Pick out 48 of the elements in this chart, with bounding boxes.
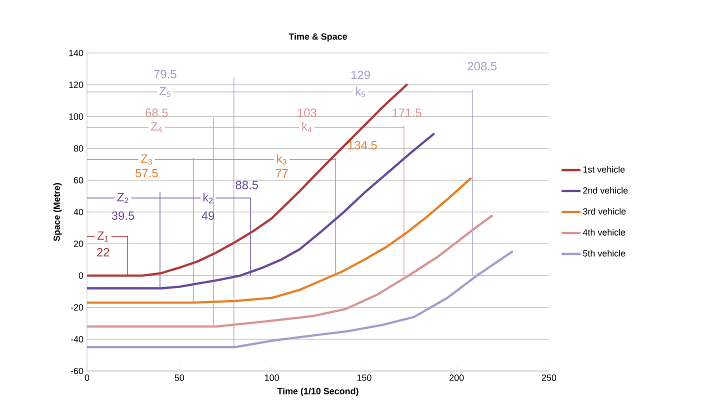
x-tick-label: 0: [84, 374, 90, 381]
legend-label: 1st vehicle: [583, 166, 625, 173]
ref-line-label: 39.5: [112, 211, 134, 220]
annotation: k$_{5}$: [356, 86, 366, 98]
y-tick-label: -20: [70, 304, 84, 311]
x-tick-label: 250: [542, 374, 556, 381]
y-tick-label: 80: [74, 145, 84, 152]
ref-line-label: 22: [97, 248, 110, 256]
annotation: k$_{2}$: [203, 192, 213, 204]
y-tick-label: 100: [69, 113, 84, 120]
x-tick-label: 150: [357, 374, 372, 381]
ref-line-label: 171.5: [392, 108, 422, 117]
annotation: 77: [276, 169, 288, 178]
x-tick-label: 200: [450, 374, 464, 381]
y-tick-label: 60: [74, 177, 84, 184]
y-tick-label: 140: [69, 50, 84, 56]
annotation: 103: [298, 108, 316, 118]
x-tick-label: 50: [174, 374, 184, 381]
legend-label: 3rd vehicle: [583, 208, 626, 215]
y-tick-label: 0: [78, 272, 84, 279]
legend-label: 5th vehicle: [583, 250, 626, 257]
ref-line-label: 208.5: [468, 62, 497, 70]
annotation: Z$_{2}$: [117, 193, 128, 204]
annotation: Z$_{4}$: [150, 122, 162, 132]
y-tick-label: 120: [69, 82, 84, 88]
ref-line-label: 68.5: [146, 108, 168, 118]
ref-line-label: 134.5: [348, 140, 377, 150]
annotation: Z$_{5}$: [159, 86, 170, 97]
ref-line-label: 88.5: [236, 180, 258, 190]
annotation: 49: [202, 211, 214, 220]
annotation: 129: [351, 70, 370, 80]
ref-line-label: 57.5: [136, 169, 158, 178]
y-axis-title: Space (Metre): [53, 183, 62, 242]
annotation: k$_{3}$: [277, 154, 286, 165]
legend-label: 4th vehicle: [582, 228, 626, 236]
ref-line-label: 79.5: [154, 70, 176, 78]
y-tick-label: -40: [70, 336, 84, 342]
legend-label: 2nd vehicle: [583, 187, 628, 194]
annotation: k$_{4}$: [302, 122, 312, 132]
line-series: [87, 132, 435, 290]
x-tick-label: 100: [265, 374, 279, 381]
y-tick-label: 20: [74, 240, 84, 247]
y-tick-label: -60: [70, 368, 84, 374]
x-axis-title: Time (1/10 Second): [277, 388, 358, 396]
annotation: Z$_{3}$: [140, 154, 152, 165]
chart-title: Time & Space: [288, 33, 348, 42]
annotation: Z$_{1}$: [97, 231, 108, 242]
y-tick-label: 40: [74, 208, 84, 216]
